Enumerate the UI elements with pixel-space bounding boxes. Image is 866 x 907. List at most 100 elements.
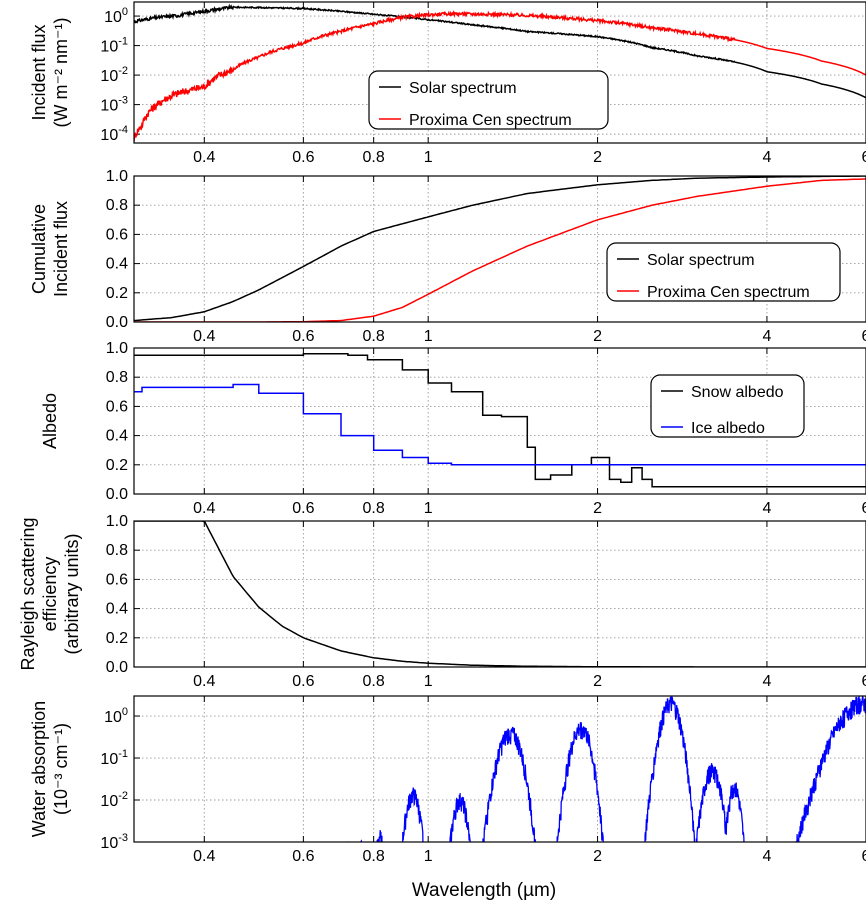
x-tick-label: 6 [862,149,866,166]
chart-panel-4: 0.0 0.2 0.4 0.6 0.8 1.0 0.4 0.6 0.8 1 2 4 6 Rayleigh … [18,513,866,690]
x-tick-label: 6 [862,673,866,690]
x-tick-label: 4 [762,673,771,690]
y-tick-label: 100 [104,706,128,726]
x-axis-label: Wavelength (µm) [412,880,556,901]
y-tick-label: 10-2 [100,790,128,810]
chart-panel-2: 0.0 0.2 0.4 0.6 0.8 1.0 0.4 0.6 0.8 1 2 4 6 Cumulativ… [29,168,866,345]
y-axis-label: (10⁻³ cm⁻¹) [51,723,71,815]
y-tick-label: 1.0 [106,340,128,357]
x-tick-label: 0.4 [193,848,215,865]
y-axis-label: Rayleigh scattering [18,517,38,670]
legend-label: Solar spectrum [409,80,517,97]
plot-frame [133,347,866,495]
series-line-1 [134,521,866,667]
x-tick-label: 0.6 [292,848,314,865]
plot-frame [133,175,866,323]
series-line-2 [134,383,866,466]
x-tick-label: 2 [593,328,602,345]
legend-label: Snow albedo [691,384,784,401]
x-tick-label: 1 [424,500,433,517]
x-tick-label: 0.4 [193,149,215,166]
series-line-1 [134,3,866,99]
chart-panel-3: 0.0 0.2 0.4 0.6 0.8 1.0 0.4 0.6 0.8 1 2 4 6 Albedo Sno… [40,340,866,517]
y-tick-label: 0.0 [106,659,128,676]
x-tick-label: 6 [862,328,866,345]
y-tick-label: 1.0 [106,513,128,530]
y-axis-label: Incident flux [51,201,71,297]
x-tick-label: 1 [424,848,433,865]
legend: Solar spectrum Proxima Cen spectrum [606,242,841,302]
x-tick-label: 1 [424,673,433,690]
x-tick-label: 4 [762,328,771,345]
x-tick-label: 1 [424,328,433,345]
y-tick-label: 0.8 [106,542,128,559]
x-tick-label: 4 [762,848,771,865]
y-tick-label: 10-1 [100,748,128,768]
plot-frame [133,1,866,144]
x-tick-label: 6 [862,848,866,865]
y-axis-label: (W m⁻² nm⁻¹) [51,18,71,128]
y-tick-label: 10-4 [100,124,128,144]
x-tick-label: 4 [762,500,771,517]
y-tick-label: 0.8 [106,197,128,214]
y-tick-label: 0.6 [106,571,128,588]
legend: Snow albedo Ice albedo [650,374,805,438]
y-axis-label: efficiency [40,557,60,632]
y-axis-label: Albedo [40,393,60,449]
x-tick-label: 6 [862,500,866,517]
x-tick-label: 0.6 [292,149,314,166]
chart-panel-1: 10-4 10-3 10-2 10-1 100 0.4 0.6 0.8 1 2 4 6 Incident… [29,1,866,166]
legend: Solar spectrum Proxima Cen spectrum [368,70,609,130]
series-line-2 [134,9,866,142]
x-tick-label: 0.4 [193,673,215,690]
y-tick-label: 10-2 [100,65,128,85]
chart-panel-5: 10-3 10-2 10-1 100 0.4 0.6 0.8 1 2 4 6 Water absorp… [29,695,866,865]
y-tick-label: 0.6 [106,398,128,415]
y-tick-label: 0.4 [106,601,128,618]
y-axis-label: Cumulative [29,204,49,294]
series-line-2 [134,178,866,322]
x-tick-label: 2 [593,149,602,166]
x-tick-label: 1 [424,149,433,166]
y-axis-label: (arbitrary units) [62,533,82,654]
y-tick-label: 0.4 [106,428,128,445]
x-tick-label: 0.8 [363,328,385,345]
y-tick-label: 0.0 [106,314,128,331]
y-tick-label: 1.0 [106,168,128,185]
x-tick-label: 0.8 [363,500,385,517]
y-tick-label: 10-3 [100,95,128,115]
x-tick-label: 0.6 [292,500,314,517]
y-tick-label: 100 [104,6,128,26]
plot-frame [133,520,866,668]
series-line-1 [346,696,866,842]
y-tick-label: 0.6 [106,226,128,243]
x-tick-label: 4 [762,149,771,166]
x-tick-label: 0.4 [193,500,215,517]
x-tick-label: 0.4 [193,328,215,345]
x-tick-label: 2 [593,848,602,865]
legend-label: Solar spectrum [647,252,755,269]
y-tick-label: 0.0 [106,486,128,503]
x-tick-label: 0.8 [363,848,385,865]
series-line-1 [134,353,866,488]
x-tick-label: 0.8 [363,673,385,690]
y-tick-label: 10-3 [100,832,128,852]
y-tick-label: 0.4 [106,256,128,273]
x-tick-label: 0.6 [292,328,314,345]
legend-label: Proxima Cen spectrum [409,112,572,129]
y-axis-label: Water absorption [29,701,49,837]
x-tick-label: 2 [593,500,602,517]
series-line-1 [134,176,866,322]
x-tick-label: 2 [593,673,602,690]
y-tick-label: 0.2 [106,457,128,474]
y-tick-label: 0.2 [106,285,128,302]
x-tick-label: 0.8 [363,149,385,166]
panels: 10-4 10-3 10-2 10-1 100 0.4 0.6 0.8 1 2 4 6 Incident… [18,1,866,865]
legend-box [606,242,841,302]
legend-box [368,70,609,130]
x-tick-label: 0.6 [292,673,314,690]
y-tick-label: 10-1 [100,36,128,56]
plot-frame [133,695,866,843]
legend-label: Ice albedo [691,420,765,437]
